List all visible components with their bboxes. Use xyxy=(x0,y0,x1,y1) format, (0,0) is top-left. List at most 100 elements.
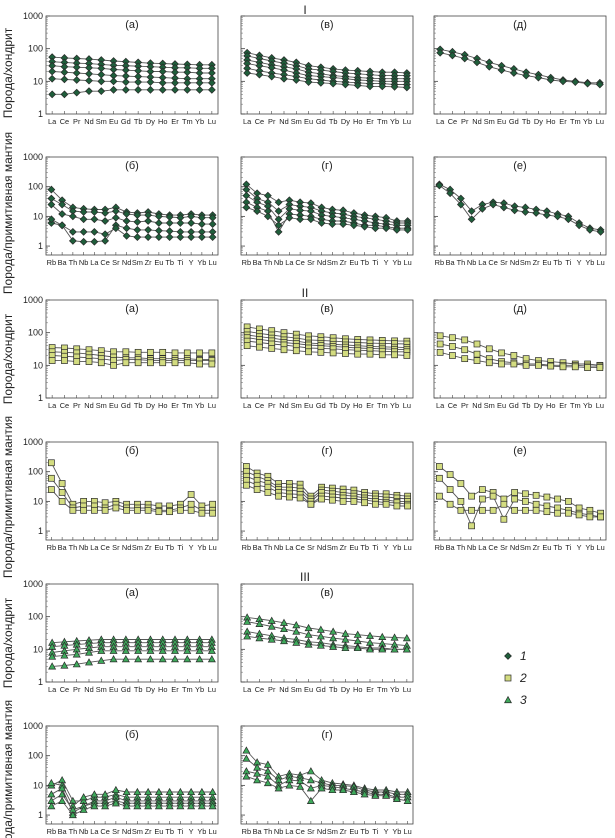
x-tick-label: Yb xyxy=(390,685,399,694)
x-tick-label: Sm xyxy=(132,543,143,552)
x-tick-label: Ti xyxy=(372,258,378,267)
data-point xyxy=(208,349,216,357)
x-tick-label: Ce xyxy=(448,401,457,410)
x-tick-label: Ce xyxy=(255,685,264,694)
data-point xyxy=(553,212,562,221)
plot-frame xyxy=(45,583,219,683)
data-point xyxy=(133,233,142,242)
x-tick-label: Eu xyxy=(542,258,551,267)
data-point xyxy=(306,784,315,792)
data-point xyxy=(110,361,117,369)
data-point xyxy=(147,348,154,356)
data-point xyxy=(122,802,131,810)
data-point xyxy=(60,68,69,77)
x-tick-label: Ce xyxy=(295,543,304,552)
x-tick-label: La xyxy=(90,543,99,552)
data-point xyxy=(133,802,142,810)
x-tick-label: Sm xyxy=(132,258,143,267)
x-tick-label: Ti xyxy=(177,258,183,267)
x-tick-label: La xyxy=(48,685,57,694)
series-line xyxy=(51,218,213,238)
data-point xyxy=(341,80,350,89)
data-point xyxy=(350,498,358,505)
data-point xyxy=(207,85,216,94)
x-tick-label: Eu xyxy=(154,827,163,836)
data-point xyxy=(390,633,399,641)
data-point xyxy=(360,790,369,798)
x-tick-label: Sr xyxy=(500,258,508,267)
x-tick-label: Eu xyxy=(497,401,506,410)
data-point xyxy=(329,79,338,88)
x-tick-label: Tb xyxy=(329,117,338,126)
x-tick-label: Yb xyxy=(583,401,592,410)
x-tick-label: La xyxy=(48,117,57,126)
plot-frame xyxy=(433,15,607,115)
x-tick-label: Lu xyxy=(209,543,217,552)
data-point xyxy=(479,495,486,503)
data-point xyxy=(85,648,93,656)
series-line xyxy=(439,466,601,514)
data-point xyxy=(122,224,131,233)
x-tick-label: Lu xyxy=(209,258,217,267)
data-point xyxy=(144,226,153,234)
data-point xyxy=(90,215,99,224)
x-tick-label: Nb xyxy=(467,258,476,267)
data-point xyxy=(111,213,120,222)
x-tick-label: Rb xyxy=(47,543,56,552)
data-point xyxy=(436,48,445,57)
x-tick-label: Sm xyxy=(291,117,302,126)
series xyxy=(48,646,216,660)
panel-I-a: 1 10 100 1000 La Ce Pr Nd Sm Eu Gd Tb Dy Ho Er Tm Yb Lu (а… xyxy=(23,11,219,126)
x-tick-label: Gd xyxy=(509,401,519,410)
x-tick-label: Tm xyxy=(377,685,388,694)
x-tick-label: Pr xyxy=(268,117,276,126)
data-point xyxy=(133,226,142,234)
data-point xyxy=(123,506,130,514)
x-tick-label: Th xyxy=(264,543,273,552)
data-point xyxy=(535,361,542,369)
y-tick-label: 10 xyxy=(33,780,43,790)
row-label-spider-I: Порода/примитивная мантия xyxy=(1,132,15,294)
x-tick-label: Y xyxy=(189,258,194,267)
x-tick-label: Gd xyxy=(316,685,326,694)
x-tick-label: Ce xyxy=(295,258,304,267)
data-point xyxy=(255,634,264,642)
data-point xyxy=(197,802,206,810)
x-tick-label: Th xyxy=(69,827,78,836)
data-point xyxy=(154,787,163,796)
data-point xyxy=(571,363,579,371)
data-point xyxy=(195,85,204,94)
data-point xyxy=(522,506,529,514)
x-tick-label: La xyxy=(285,543,294,552)
x-tick-label: Eu xyxy=(349,543,358,552)
data-point xyxy=(316,78,325,87)
data-point xyxy=(473,340,481,348)
plot-frame xyxy=(45,441,219,541)
x-tick-label: Nd xyxy=(84,117,93,126)
data-point xyxy=(80,506,87,514)
x-tick-label: La xyxy=(436,401,445,410)
x-tick-label: Ce xyxy=(295,827,304,836)
x-tick-label: Lu xyxy=(404,827,412,836)
data-point xyxy=(267,635,276,643)
data-point xyxy=(197,233,206,242)
data-point xyxy=(339,498,347,505)
data-point xyxy=(564,215,573,224)
data-point xyxy=(353,643,362,652)
data-point xyxy=(479,486,486,493)
data-point xyxy=(280,636,288,645)
row-label-spider-II: Порода/примитивная мантия xyxy=(1,416,15,578)
data-point xyxy=(85,87,93,96)
data-point xyxy=(154,802,163,810)
data-point xyxy=(195,78,204,87)
data-point xyxy=(449,343,456,350)
x-tick-label: Sm xyxy=(484,117,495,126)
data-point xyxy=(72,76,81,84)
series xyxy=(48,74,216,87)
series-line xyxy=(51,204,213,225)
data-point xyxy=(183,349,191,357)
y-tick-label: 1000 xyxy=(23,152,43,162)
data-point xyxy=(101,506,109,514)
data-point xyxy=(378,645,387,653)
